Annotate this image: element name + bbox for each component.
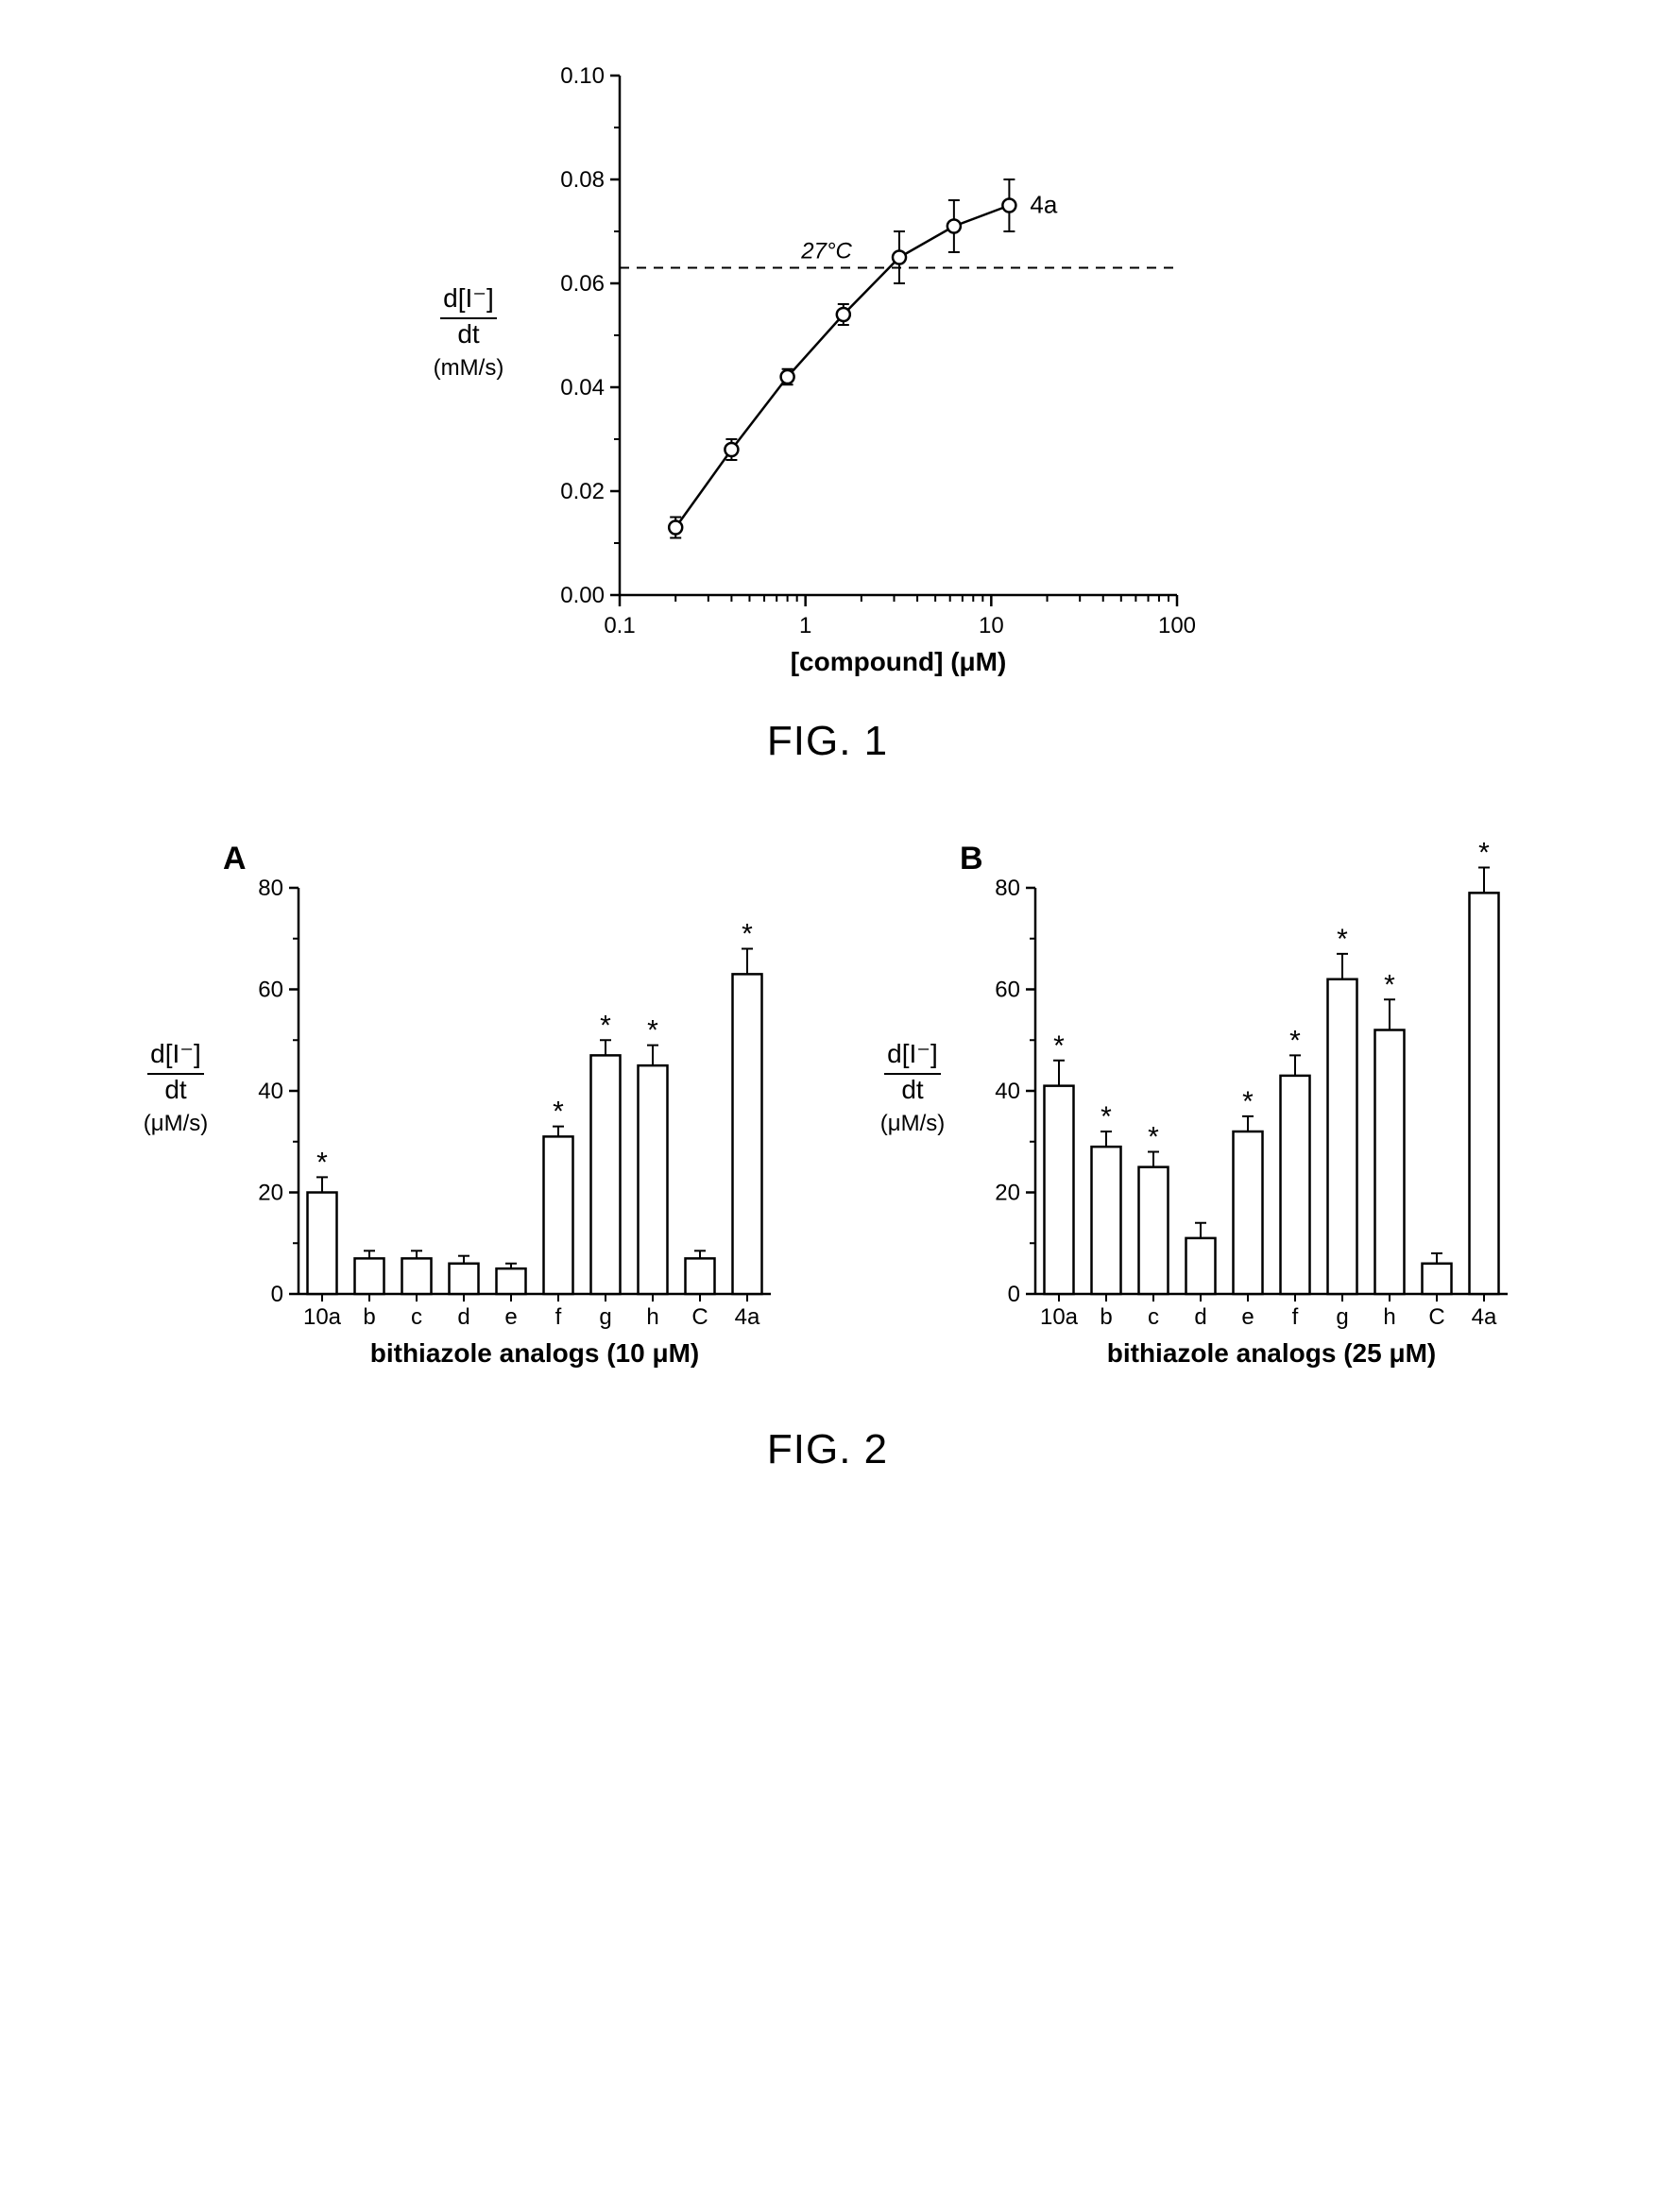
svg-text:c: c — [411, 1304, 422, 1330]
svg-text:h: h — [646, 1304, 658, 1330]
svg-text:0.10: 0.10 — [560, 63, 605, 89]
svg-text:27°C: 27°C — [800, 239, 852, 264]
svg-text:0.04: 0.04 — [560, 375, 605, 400]
svg-text:0.02: 0.02 — [560, 479, 605, 504]
svg-text:*: * — [1242, 1086, 1254, 1117]
fig2-panelA: A 0 20 40 60 80 * 10a b c d e * f * g * h C * 4a d[I⁻] dt (μM/s… — [119, 822, 799, 1407]
svg-text:bithiazole analogs (10 μM): bithiazole analogs (10 μM) — [370, 1338, 700, 1368]
svg-text:*: * — [600, 1010, 611, 1041]
svg-text:0.06: 0.06 — [560, 271, 605, 297]
svg-text:A: A — [223, 841, 247, 876]
svg-text:4a: 4a — [1030, 191, 1057, 219]
svg-text:f: f — [555, 1304, 562, 1330]
svg-text:40: 40 — [258, 1079, 283, 1104]
fig2-caption: FIG. 2 — [767, 1426, 888, 1473]
svg-text:80: 80 — [258, 876, 283, 901]
svg-text:C: C — [691, 1304, 708, 1330]
figure-2: A 0 20 40 60 80 * 10a b c d e * f * g * h C * 4a d[I⁻] dt (μM/s… — [38, 822, 1617, 1530]
svg-text:bithiazole analogs (25 μM): bithiazole analogs (25 μM) — [1107, 1338, 1437, 1368]
svg-text:0: 0 — [271, 1282, 283, 1307]
svg-text:0.1: 0.1 — [604, 613, 635, 638]
svg-text:[compound] (μM): [compound] (μM) — [791, 647, 1007, 676]
svg-text:*: * — [1337, 924, 1348, 955]
svg-text:*: * — [316, 1147, 328, 1178]
figure-1: 0.00 0.02 0.04 0.06 0.08 0.10 0.1 1 10 100 27°C 4a d… — [38, 38, 1617, 822]
svg-text:d[I⁻]: d[I⁻] — [150, 1039, 201, 1068]
svg-text:*: * — [742, 919, 753, 950]
svg-text:g: g — [1336, 1304, 1348, 1330]
svg-text:40: 40 — [995, 1079, 1020, 1104]
svg-text:c: c — [1148, 1304, 1159, 1330]
fig2b-svg: B 0 20 40 60 80 * 10a * b * c d * e * f * g * h C * 4a d[I⁻] dt (μ… — [856, 822, 1536, 1407]
svg-text:*: * — [1053, 1030, 1065, 1062]
svg-text:0.08: 0.08 — [560, 167, 605, 193]
svg-text:4a: 4a — [735, 1304, 760, 1330]
svg-text:C: C — [1428, 1304, 1444, 1330]
svg-text:20: 20 — [258, 1181, 283, 1206]
svg-text:b: b — [1100, 1304, 1112, 1330]
svg-text:g: g — [599, 1304, 611, 1330]
svg-text:dt: dt — [164, 1075, 187, 1104]
svg-text:dt: dt — [901, 1075, 924, 1104]
svg-text:10a: 10a — [1040, 1304, 1079, 1330]
svg-text:0: 0 — [1008, 1282, 1020, 1307]
svg-text:0.00: 0.00 — [560, 583, 605, 608]
svg-text:10: 10 — [979, 613, 1004, 638]
svg-text:*: * — [1100, 1101, 1112, 1132]
svg-text:h: h — [1383, 1304, 1395, 1330]
svg-text:B: B — [960, 841, 983, 876]
svg-text:(μM/s): (μM/s) — [880, 1111, 945, 1136]
svg-text:60: 60 — [258, 978, 283, 1003]
fig2-row: A 0 20 40 60 80 * 10a b c d e * f * g * h C * 4a d[I⁻] dt (μM/s… — [38, 822, 1617, 1407]
fig2a-svg: A 0 20 40 60 80 * 10a b c d e * f * g * h C * 4a d[I⁻] dt (μM/s… — [119, 822, 799, 1407]
svg-text:*: * — [1478, 838, 1490, 869]
svg-text:(μM/s): (μM/s) — [144, 1111, 208, 1136]
svg-text:4a: 4a — [1472, 1304, 1497, 1330]
svg-text:10a: 10a — [303, 1304, 342, 1330]
svg-text:dt: dt — [457, 319, 480, 349]
fig2-panelB: B 0 20 40 60 80 * 10a * b * c d * e * f * g * h C * 4a d[I⁻] dt (μ… — [856, 822, 1536, 1407]
svg-text:100: 100 — [1158, 613, 1196, 638]
fig1-caption: FIG. 1 — [767, 718, 888, 765]
svg-text:f: f — [1292, 1304, 1299, 1330]
svg-text:*: * — [1384, 969, 1395, 1000]
svg-text:e: e — [1241, 1304, 1254, 1330]
fig1-svg: 0.00 0.02 0.04 0.06 0.08 0.10 0.1 1 10 100 27°C 4a d… — [402, 38, 1253, 699]
svg-text:80: 80 — [995, 876, 1020, 901]
svg-text:b: b — [363, 1304, 375, 1330]
svg-text:d: d — [1194, 1304, 1206, 1330]
svg-text:e: e — [504, 1304, 517, 1330]
svg-text:d[I⁻]: d[I⁻] — [443, 283, 494, 313]
svg-text:60: 60 — [995, 978, 1020, 1003]
svg-text:*: * — [553, 1097, 564, 1128]
svg-text:20: 20 — [995, 1181, 1020, 1206]
svg-text:1: 1 — [799, 613, 811, 638]
svg-text:d: d — [457, 1304, 469, 1330]
svg-text:d[I⁻]: d[I⁻] — [887, 1039, 938, 1068]
svg-text:*: * — [647, 1015, 658, 1046]
svg-text:(mM/s): (mM/s) — [434, 355, 504, 381]
svg-text:*: * — [1289, 1025, 1301, 1056]
fig1-chart: 0.00 0.02 0.04 0.06 0.08 0.10 0.1 1 10 100 27°C 4a d… — [402, 38, 1253, 699]
svg-text:*: * — [1148, 1122, 1159, 1153]
